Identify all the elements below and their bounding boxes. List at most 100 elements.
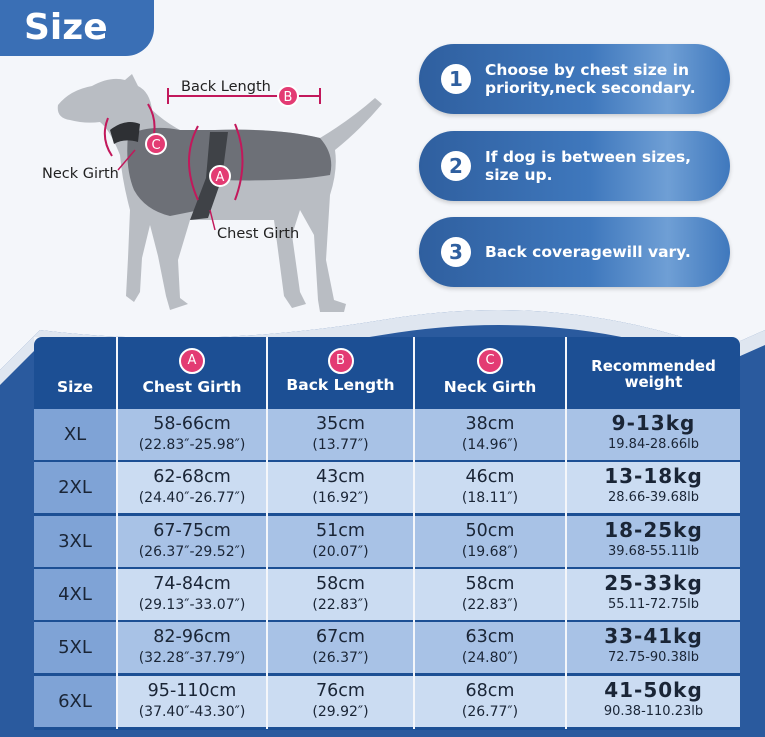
back-inch-value: (13.77″) (312, 437, 369, 453)
back-cm-value: 43cm (316, 467, 365, 488)
neck-cm-value: 38cm (465, 414, 515, 434)
neck-cm-value: 46cm (465, 467, 515, 488)
neck-inch-value: (14.96″) (461, 437, 519, 453)
header-neck-label: Neck Girth (443, 378, 537, 396)
weight-kg-value: 9-13kg (611, 411, 696, 435)
row-divider (34, 460, 740, 463)
weight-cell: 25-33kg 55.11-72.75lb (567, 569, 740, 620)
back-cm-value: 67cm (316, 627, 365, 648)
marker-c-letter: C (151, 138, 160, 153)
chest-cm-value: 67-75cm (153, 520, 231, 541)
chest-cell: 82-96cm (32.28″-37.79″) (118, 622, 266, 673)
size-cell: 4XL (34, 568, 116, 620)
back-length-label: Back Length (181, 79, 271, 95)
back-cm-value: 35cm (316, 414, 365, 434)
header-size-label: Size (56, 378, 93, 396)
chest-cell: 95-110cm (37.40″-43.30″) (118, 676, 266, 727)
page-title: Size (0, 0, 154, 56)
chest-cm-value: 62-68cm (153, 467, 231, 488)
neck-cell: 58cm (22.83″) (415, 569, 565, 620)
tip-1: 1 Choose by chest size in priority,neck … (419, 44, 730, 114)
row-divider (34, 566, 740, 570)
weight-kg-value: 25-33kg (604, 570, 703, 595)
header-size: Size (34, 337, 116, 409)
chest-cell: 67-75cm (26.37″-29.52″) (118, 516, 266, 567)
neck-cell: 50cm (19.68″) (415, 516, 565, 567)
neck-inch-value: (24.80″) (461, 650, 519, 667)
weight-kg-value: 41-50kg (604, 677, 703, 702)
chest-girth-label: Chest Girth (217, 226, 300, 242)
back-inch-value: (26.37″) (312, 650, 369, 667)
row-divider (34, 619, 740, 623)
chest-girth-arc (188, 123, 244, 201)
header-chest-label: Chest Girth (142, 378, 242, 396)
size-table: Size A Chest Girth B Back Length C Neck … (34, 337, 740, 730)
header-recommended-weight: Recommended weight (567, 337, 740, 409)
tip-2-line-1: If dog is between sizes, (485, 148, 692, 166)
size-cell: 3XL (34, 515, 116, 567)
row-divider (34, 673, 740, 677)
weight-lb-value: 55.11-72.75lb (608, 596, 699, 612)
tip-3-line-1: Back coveragewill vary. (485, 243, 691, 261)
neck-inch-value: (26.77″) (461, 703, 519, 720)
header-back-length: B Back Length (268, 337, 413, 409)
back-inch-value: (16.92″) (312, 490, 369, 507)
size-cell: XL (34, 409, 116, 460)
column-divider (116, 337, 118, 729)
chest-cell: 58-66cm (22.83″-25.98″) (118, 409, 266, 460)
back-cm-value: 58cm (316, 573, 365, 594)
weight-lb-value: 90.38-110.23lb (603, 703, 704, 719)
header-weight-line-2: weight (624, 373, 683, 391)
back-cell: 35cm (13.77″) (268, 409, 413, 460)
back-inch-value: (29.92″) (312, 703, 369, 720)
header-back-badge: B (327, 348, 354, 374)
weight-cell: 18-25kg 39.68-55.11lb (567, 516, 740, 567)
row-divider (34, 513, 740, 517)
jacket-collar (110, 122, 140, 144)
neck-cm-value: 50cm (465, 520, 515, 541)
dog-silhouette (57, 74, 382, 312)
chest-inch-value: (29.13″-33.07″) (138, 596, 246, 613)
table-row: 5XL 82-96cm (32.28″-37.79″) 67cm (26.37″) 63c… (34, 622, 740, 674)
table-header-row: Size A Chest Girth B Back Length C Neck … (34, 337, 740, 409)
tip-3: 3 Back coveragewill vary. (419, 217, 730, 287)
weight-cell: 13-18kg 28.66-39.68lb (567, 462, 740, 513)
size-cell: 2XL (34, 462, 116, 514)
back-cell: 67cm (26.37″) (268, 622, 413, 673)
tip-text-3: Back coveragewill vary. (485, 243, 691, 261)
chest-inch-value: (26.37″-29.52″) (138, 543, 246, 560)
weight-kg-value: 33-41kg (604, 624, 703, 649)
back-cell: 43cm (16.92″) (268, 462, 413, 513)
table-row: 3XL 67-75cm (26.37″-29.52″) 51cm (20.07″) 50c… (34, 515, 740, 567)
marker-a (209, 165, 231, 187)
marker-a-letter: A (216, 170, 225, 185)
header-weight-label: Recommended weight (567, 358, 740, 390)
tip-number-2: 2 (441, 151, 471, 181)
neck-inch-value: (18.11″) (461, 490, 519, 507)
column-divider (266, 337, 268, 729)
neck-inch-value: (19.68″) (461, 543, 519, 560)
marker-c (145, 133, 167, 155)
column-divider (413, 337, 415, 729)
neck-cm-value: 58cm (465, 573, 515, 594)
size-cell: 5XL (34, 622, 116, 674)
back-cm-value: 51cm (316, 520, 365, 541)
neck-cell: 63cm (24.80″) (415, 622, 565, 673)
header-neck-badge: C (477, 348, 503, 374)
weight-lb-value: 19.84-28.66lb (608, 437, 699, 452)
chest-cm-value: 58-66cm (153, 414, 231, 434)
neck-girth-label: Neck Girth (42, 166, 119, 182)
back-cell: 51cm (20.07″) (268, 516, 413, 567)
back-cell: 76cm (29.92″) (268, 676, 413, 727)
weight-lb-value: 72.75-90.38lb (608, 650, 699, 666)
table-row: 2XL 62-68cm (24.40″-26.77″) 43cm (16.92″) 46c… (34, 462, 740, 514)
chest-inch-value: (32.28″-37.79″) (138, 650, 246, 667)
back-cm-value: 76cm (316, 680, 365, 701)
size-cell: 6XL (34, 675, 116, 727)
weight-lb-value: 28.66-39.68lb (608, 490, 699, 506)
table-row: 4XL 74-84cm (29.13″-33.07″) 58cm (22.83″) 58c… (34, 568, 740, 620)
chest-inch-value: (37.40″-43.30″) (138, 703, 246, 720)
chest-inch-value: (22.83″-25.98″) (138, 437, 246, 453)
neck-cell: 68cm (26.77″) (415, 676, 565, 727)
tip-text-1: Choose by chest size in priority,neck se… (485, 61, 696, 97)
